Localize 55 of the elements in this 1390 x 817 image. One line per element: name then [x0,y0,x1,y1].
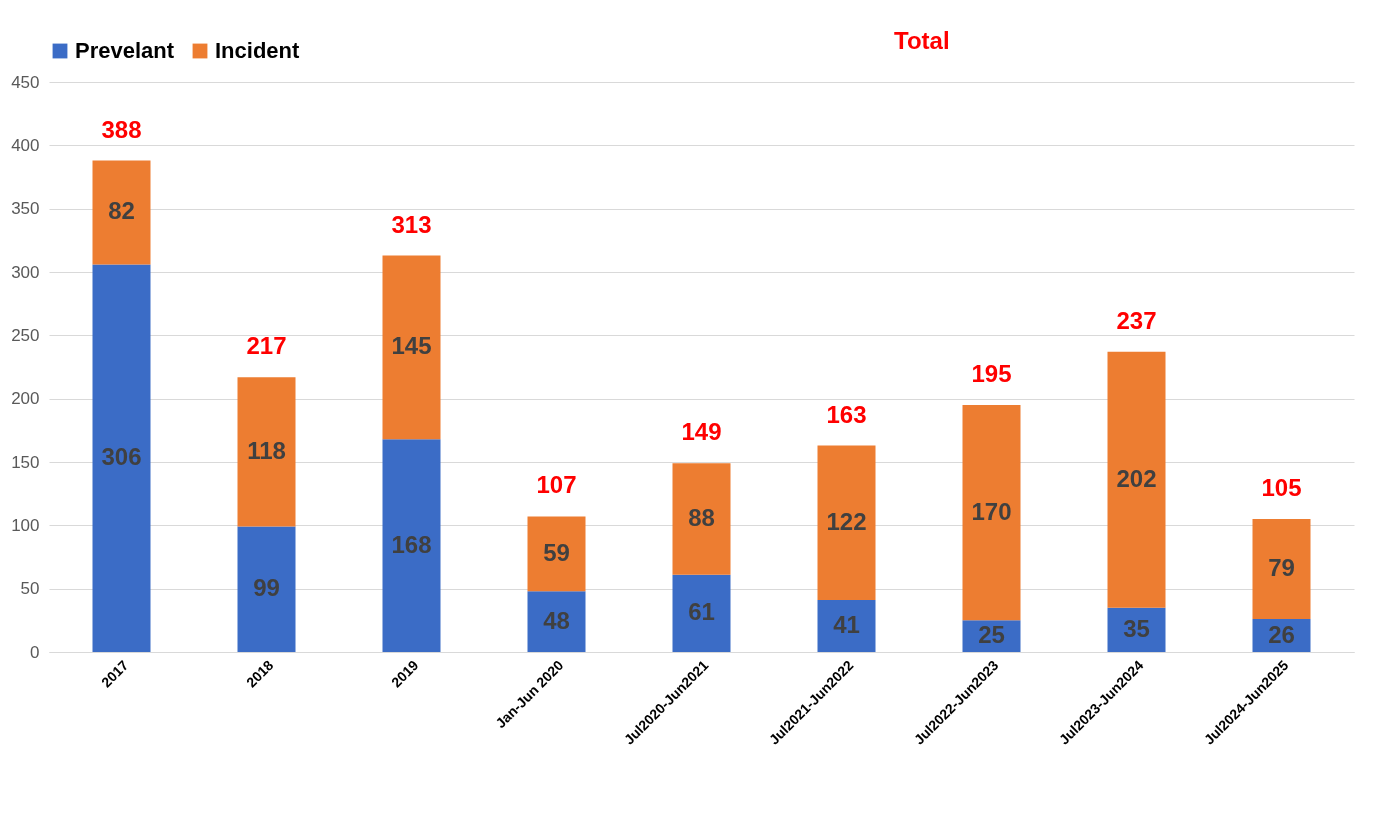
total-label: 149 [681,418,722,446]
y-tick-label: 100 [11,515,40,535]
y-tick-label: 200 [11,389,40,409]
bar [527,516,586,592]
bar [672,463,731,575]
total-label: 163 [826,400,867,428]
data-label: 306 [101,443,142,471]
total-label: 105 [1261,474,1302,501]
y-tick-label: 350 [11,199,40,219]
total-label: 313 [391,210,432,238]
y-tick-label: 50 [20,579,40,599]
total-label: 107 [536,471,577,499]
legend-label: Prevelant [75,38,175,63]
data-label: 170 [971,497,1012,525]
bar [237,377,296,527]
data-label: 122 [826,507,867,535]
bar [382,255,441,440]
data-label: 202 [1116,464,1157,492]
bar [1252,519,1311,620]
y-tick-label: 300 [11,262,40,282]
bar [92,160,151,265]
data-label: 118 [247,436,286,464]
data-label: 99 [253,574,280,602]
bar [382,439,441,652]
data-label: 168 [391,530,432,558]
bar [237,526,296,652]
data-label: 82 [108,197,135,225]
data-label: 145 [391,332,432,360]
data-label: 79 [1268,554,1295,582]
bar [1107,351,1166,608]
y-tick-label: 450 [11,72,40,92]
data-label: 25 [978,621,1005,649]
bar [962,405,1021,621]
bar [92,264,151,652]
total-label: 195 [971,360,1012,387]
total-label: 388 [101,115,142,143]
legend-label: Incident [215,38,301,63]
y-tick-label: 0 [30,642,40,662]
data-label: 26 [1268,620,1295,648]
bar [817,445,876,601]
data-label: 35 [1123,614,1150,642]
data-label: 88 [688,504,715,531]
data-label: 41 [833,611,860,639]
data-label: 48 [543,606,570,634]
y-tick-label: 250 [11,325,40,345]
y-tick-label: 150 [11,452,40,472]
data-label: 59 [543,538,570,566]
total-label: 237 [1116,306,1157,334]
total-label: 217 [246,332,287,360]
text: Total [894,27,950,54]
bar [672,574,731,652]
data-label: 61 [688,598,715,626]
bar [817,600,876,652]
bar [527,591,586,652]
y-tick-label: 400 [11,135,40,155]
